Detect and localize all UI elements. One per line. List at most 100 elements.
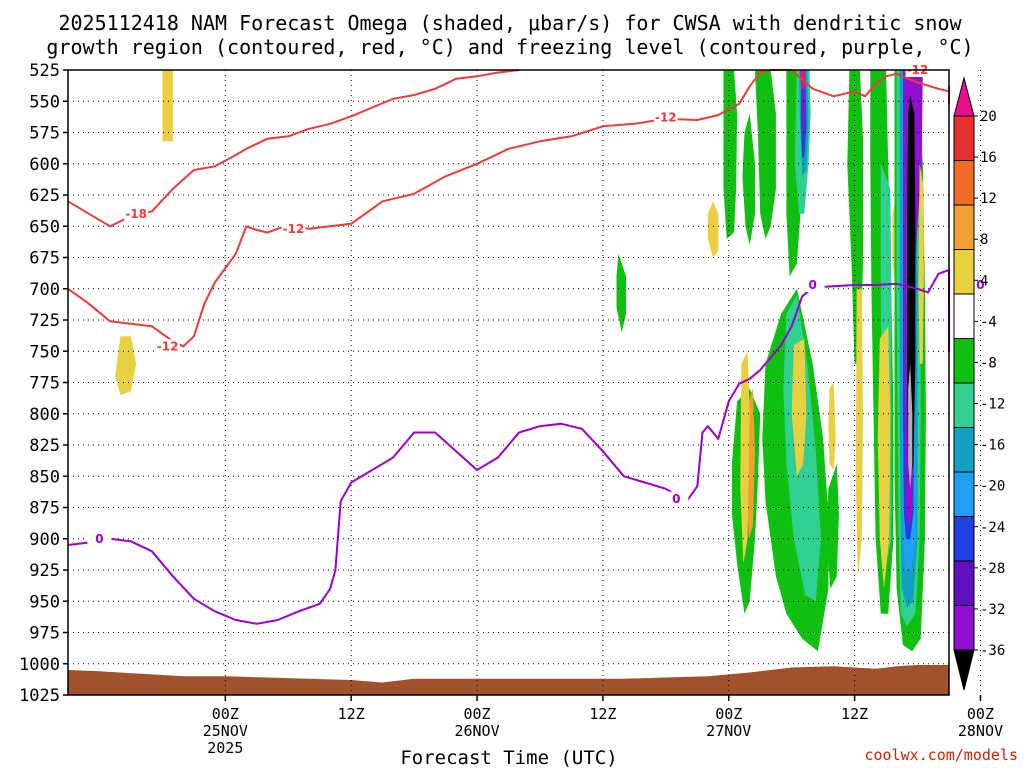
colorbar-swatch: [953, 427, 975, 473]
colorbar-bottom-arrow: [953, 649, 975, 691]
colorbar-top-arrow: [953, 76, 975, 117]
omega-yellow-f: [791, 338, 807, 477]
y-tick-label: 725: [29, 311, 60, 331]
x-tick-label: 00Z: [212, 705, 239, 723]
omega-gray: [908, 363, 913, 489]
contour-label: 0: [808, 278, 816, 292]
x-tick-label: 12Z: [589, 705, 616, 723]
contour-label: -18: [125, 207, 147, 221]
contour-label-bg: [281, 221, 306, 236]
terrain-surface: [68, 663, 949, 695]
y-tick-label: 825: [29, 436, 60, 456]
x-axis-label: Forecast Time (UTC): [400, 747, 617, 768]
colorbar-label: 4: [980, 273, 988, 289]
omega-green-b: [723, 70, 738, 239]
colorbar-swatch: [953, 115, 975, 161]
x-tick-date: 25NOV: [203, 722, 248, 740]
y-tick-label: 950: [29, 592, 60, 612]
contour-label: 0: [672, 492, 680, 506]
y-tick-label: 850: [29, 467, 60, 487]
contour-freezing_level_0: [67, 269, 950, 625]
contour-label: -12: [157, 339, 179, 353]
omega-green-c: [742, 113, 755, 245]
y-axis: 525 550 575 600 625 650 675 700 725 750 775 800 825 8…: [19, 61, 68, 706]
x-tick-date: 27NOV: [706, 722, 751, 740]
colorbar-swatch: [953, 560, 975, 606]
y-tick-label: 550: [29, 92, 60, 112]
y-tick-label: 800: [29, 405, 60, 425]
y-tick-label: 675: [29, 249, 60, 269]
colorbar-label: -8: [980, 355, 997, 371]
omega-yellow-b: [115, 336, 137, 395]
colorbar-swatch: [953, 338, 975, 384]
x-tick-date: 28NOV: [958, 722, 1003, 740]
x-tick-label: 12Z: [841, 705, 868, 723]
x-tick-year: 2025: [207, 739, 243, 757]
colorbar-label: 12: [980, 191, 997, 207]
omega-yellow-c: [707, 201, 719, 258]
y-tick-label: 600: [29, 155, 60, 175]
y-tick-label: 975: [29, 624, 60, 644]
colorbar-label: -28: [980, 561, 1005, 577]
y-tick-label: 650: [29, 217, 60, 237]
colorbar-label: -36: [980, 643, 1005, 659]
colorbar-label: -12: [980, 397, 1005, 413]
colorbar-swatch: [953, 160, 975, 206]
contour-label: -12: [655, 111, 677, 125]
y-tick-label: 750: [29, 342, 60, 362]
contour-label-bg: [155, 339, 180, 354]
y-tick-label: 900: [29, 530, 60, 550]
contour-label-bg: [800, 278, 825, 292]
contour-label: 0: [976, 278, 984, 292]
colorbar-swatch: [953, 471, 975, 517]
colorbar-label: -24: [980, 520, 1005, 536]
x-tick-label: 00Z: [967, 705, 994, 723]
chart-title-line1: 2025112418 NAM Forecast Omega (shaded, μ…: [58, 11, 962, 35]
contour-label-bg: [124, 206, 149, 221]
y-tick-label: 925: [29, 561, 60, 581]
chart-title-line2: growth region (contoured, red, °C) and f…: [46, 35, 973, 59]
y-tick-label: 700: [29, 280, 60, 300]
x-tick-label: 00Z: [715, 705, 742, 723]
y-tick-label: 1025: [19, 686, 60, 706]
contour-label: 0: [95, 532, 103, 546]
credit-text: coolwx.com/models: [864, 746, 1018, 764]
contour-dgz_-18: [67, 69, 520, 228]
colorbar-swatch: [953, 382, 975, 428]
y-tick-label: 775: [29, 374, 60, 394]
omega-yellow-i: [877, 326, 891, 589]
colorbar-swatch: [953, 516, 975, 562]
x-tick-label: 12Z: [338, 705, 365, 723]
y-tick-label: 625: [29, 186, 60, 206]
colorbar-swatch: [953, 249, 975, 295]
colorbar: 20 16 12 8 4 -4 -8 -12 -16 -20 -24 -28 -32 -36: [953, 76, 1005, 691]
x-tick-date: 26NOV: [454, 722, 499, 740]
omega-yellow-g: [828, 382, 836, 470]
omega-green-a: [616, 253, 626, 333]
contour-label: -12: [283, 222, 305, 236]
y-tick-label: 875: [29, 499, 60, 519]
colorbar-label: 20: [980, 109, 997, 125]
colorbar-label: 16: [980, 150, 997, 166]
omega-yellow-j: [918, 163, 924, 364]
grid-lines: [68, 70, 981, 695]
colorbar-swatch: [953, 204, 975, 250]
omega-green-h: [826, 463, 839, 589]
colorbar-label: -32: [980, 602, 1005, 618]
contour-label-bg: [653, 110, 678, 125]
colorbar-label: -4: [980, 314, 997, 330]
omega-green-d: [755, 70, 776, 239]
colorbar-swatch: [953, 293, 975, 339]
colorbar-swatch: [953, 605, 975, 651]
omega-yellow-e: [740, 351, 750, 564]
colorbar-label: -20: [980, 479, 1005, 495]
colorbar-label: -16: [980, 438, 1005, 454]
terrain-fill: [68, 663, 949, 695]
contour-label-bg: [87, 531, 112, 546]
omega-shading: [115, 70, 926, 652]
y-tick-label: 1000: [19, 655, 60, 675]
contour-label-bg: [664, 491, 689, 506]
